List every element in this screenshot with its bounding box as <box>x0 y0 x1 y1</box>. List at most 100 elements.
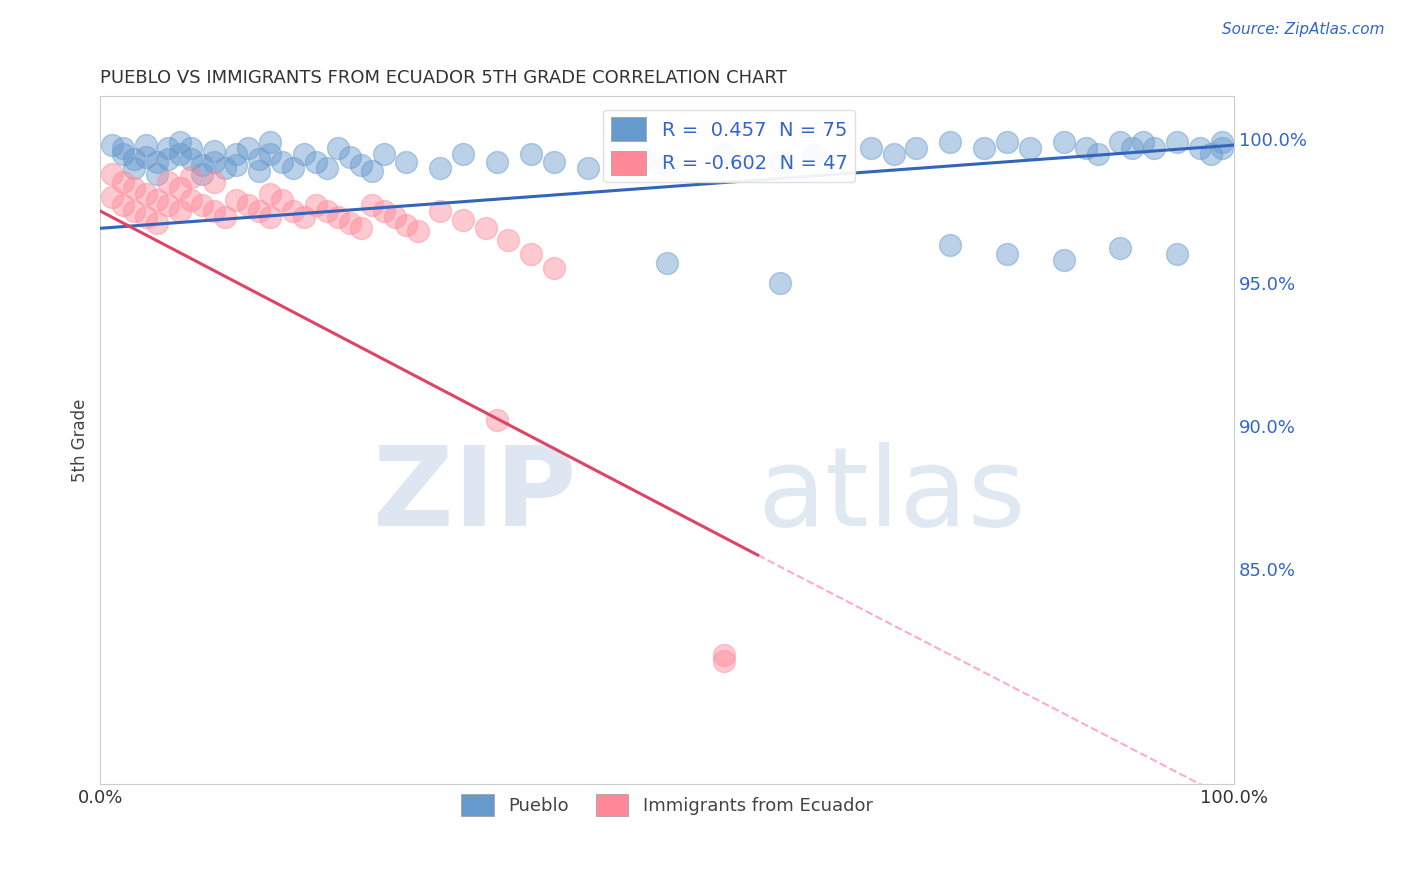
Point <box>146 215 169 229</box>
Point <box>180 153 202 167</box>
Point <box>769 155 792 169</box>
Point <box>406 224 429 238</box>
Point <box>236 141 259 155</box>
Point <box>429 161 451 175</box>
Point <box>169 136 191 150</box>
Point <box>713 146 735 161</box>
Text: PUEBLO VS IMMIGRANTS FROM ECUADOR 5TH GRADE CORRELATION CHART: PUEBLO VS IMMIGRANTS FROM ECUADOR 5TH GR… <box>100 69 787 87</box>
Point <box>157 198 180 212</box>
Point <box>429 204 451 219</box>
Point <box>305 198 328 212</box>
Point <box>292 210 315 224</box>
Point <box>633 153 655 167</box>
Point <box>111 146 134 161</box>
Point <box>1053 136 1076 150</box>
Point <box>543 155 565 169</box>
Point <box>111 175 134 189</box>
Point <box>316 204 339 219</box>
Point <box>124 181 146 195</box>
Point <box>146 155 169 169</box>
Point <box>100 138 122 153</box>
Point <box>655 158 678 172</box>
Point <box>270 193 292 207</box>
Point <box>713 654 735 668</box>
Point <box>520 146 543 161</box>
Point <box>124 161 146 175</box>
Point <box>135 210 157 224</box>
Point <box>339 150 361 164</box>
Point <box>135 186 157 201</box>
Point <box>214 161 236 175</box>
Point <box>1121 141 1143 155</box>
Text: Source: ZipAtlas.com: Source: ZipAtlas.com <box>1222 22 1385 37</box>
Point <box>169 146 191 161</box>
Point <box>202 155 225 169</box>
Point <box>1109 136 1132 150</box>
Point <box>1132 136 1154 150</box>
Point <box>451 146 474 161</box>
Point <box>350 158 373 172</box>
Point <box>157 141 180 155</box>
Point <box>180 169 202 184</box>
Point <box>247 153 270 167</box>
Point <box>259 186 281 201</box>
Point <box>498 233 520 247</box>
Point <box>236 198 259 212</box>
Point <box>305 155 328 169</box>
Point <box>1109 241 1132 255</box>
Point <box>191 198 214 212</box>
Point <box>202 144 225 158</box>
Point <box>135 138 157 153</box>
Point <box>135 150 157 164</box>
Point <box>713 648 735 663</box>
Point <box>655 255 678 269</box>
Point <box>939 136 962 150</box>
Point <box>905 141 928 155</box>
Point <box>259 210 281 224</box>
Point <box>214 210 236 224</box>
Point <box>361 164 384 178</box>
Point <box>1143 141 1166 155</box>
Point <box>883 146 905 161</box>
Point <box>247 204 270 219</box>
Point <box>395 155 418 169</box>
Point <box>486 155 509 169</box>
Point <box>191 167 214 181</box>
Point <box>486 413 509 427</box>
Point <box>270 155 292 169</box>
Point <box>124 153 146 167</box>
Point <box>769 276 792 290</box>
Point <box>225 146 247 161</box>
Point <box>259 146 281 161</box>
Text: atlas: atlas <box>758 442 1026 549</box>
Point <box>100 167 122 181</box>
Point <box>361 198 384 212</box>
Point <box>146 167 169 181</box>
Point <box>281 204 304 219</box>
Point <box>1188 141 1211 155</box>
Point <box>1166 247 1188 261</box>
Point <box>111 198 134 212</box>
Point <box>350 221 373 235</box>
Point <box>939 238 962 252</box>
Point <box>111 141 134 155</box>
Point <box>180 141 202 155</box>
Point <box>146 193 169 207</box>
Point <box>1166 136 1188 150</box>
Point <box>292 146 315 161</box>
Y-axis label: 5th Grade: 5th Grade <box>72 399 89 482</box>
Legend: Pueblo, Immigrants from Ecuador: Pueblo, Immigrants from Ecuador <box>454 787 880 823</box>
Point <box>1199 146 1222 161</box>
Point <box>576 161 599 175</box>
Point <box>995 136 1018 150</box>
Point <box>973 141 995 155</box>
Point <box>1211 136 1233 150</box>
Point <box>316 161 339 175</box>
Point <box>247 164 270 178</box>
Point <box>1053 252 1076 267</box>
Point <box>259 136 281 150</box>
Point <box>1018 141 1040 155</box>
Point <box>169 204 191 219</box>
Point <box>543 261 565 276</box>
Point <box>1076 141 1098 155</box>
